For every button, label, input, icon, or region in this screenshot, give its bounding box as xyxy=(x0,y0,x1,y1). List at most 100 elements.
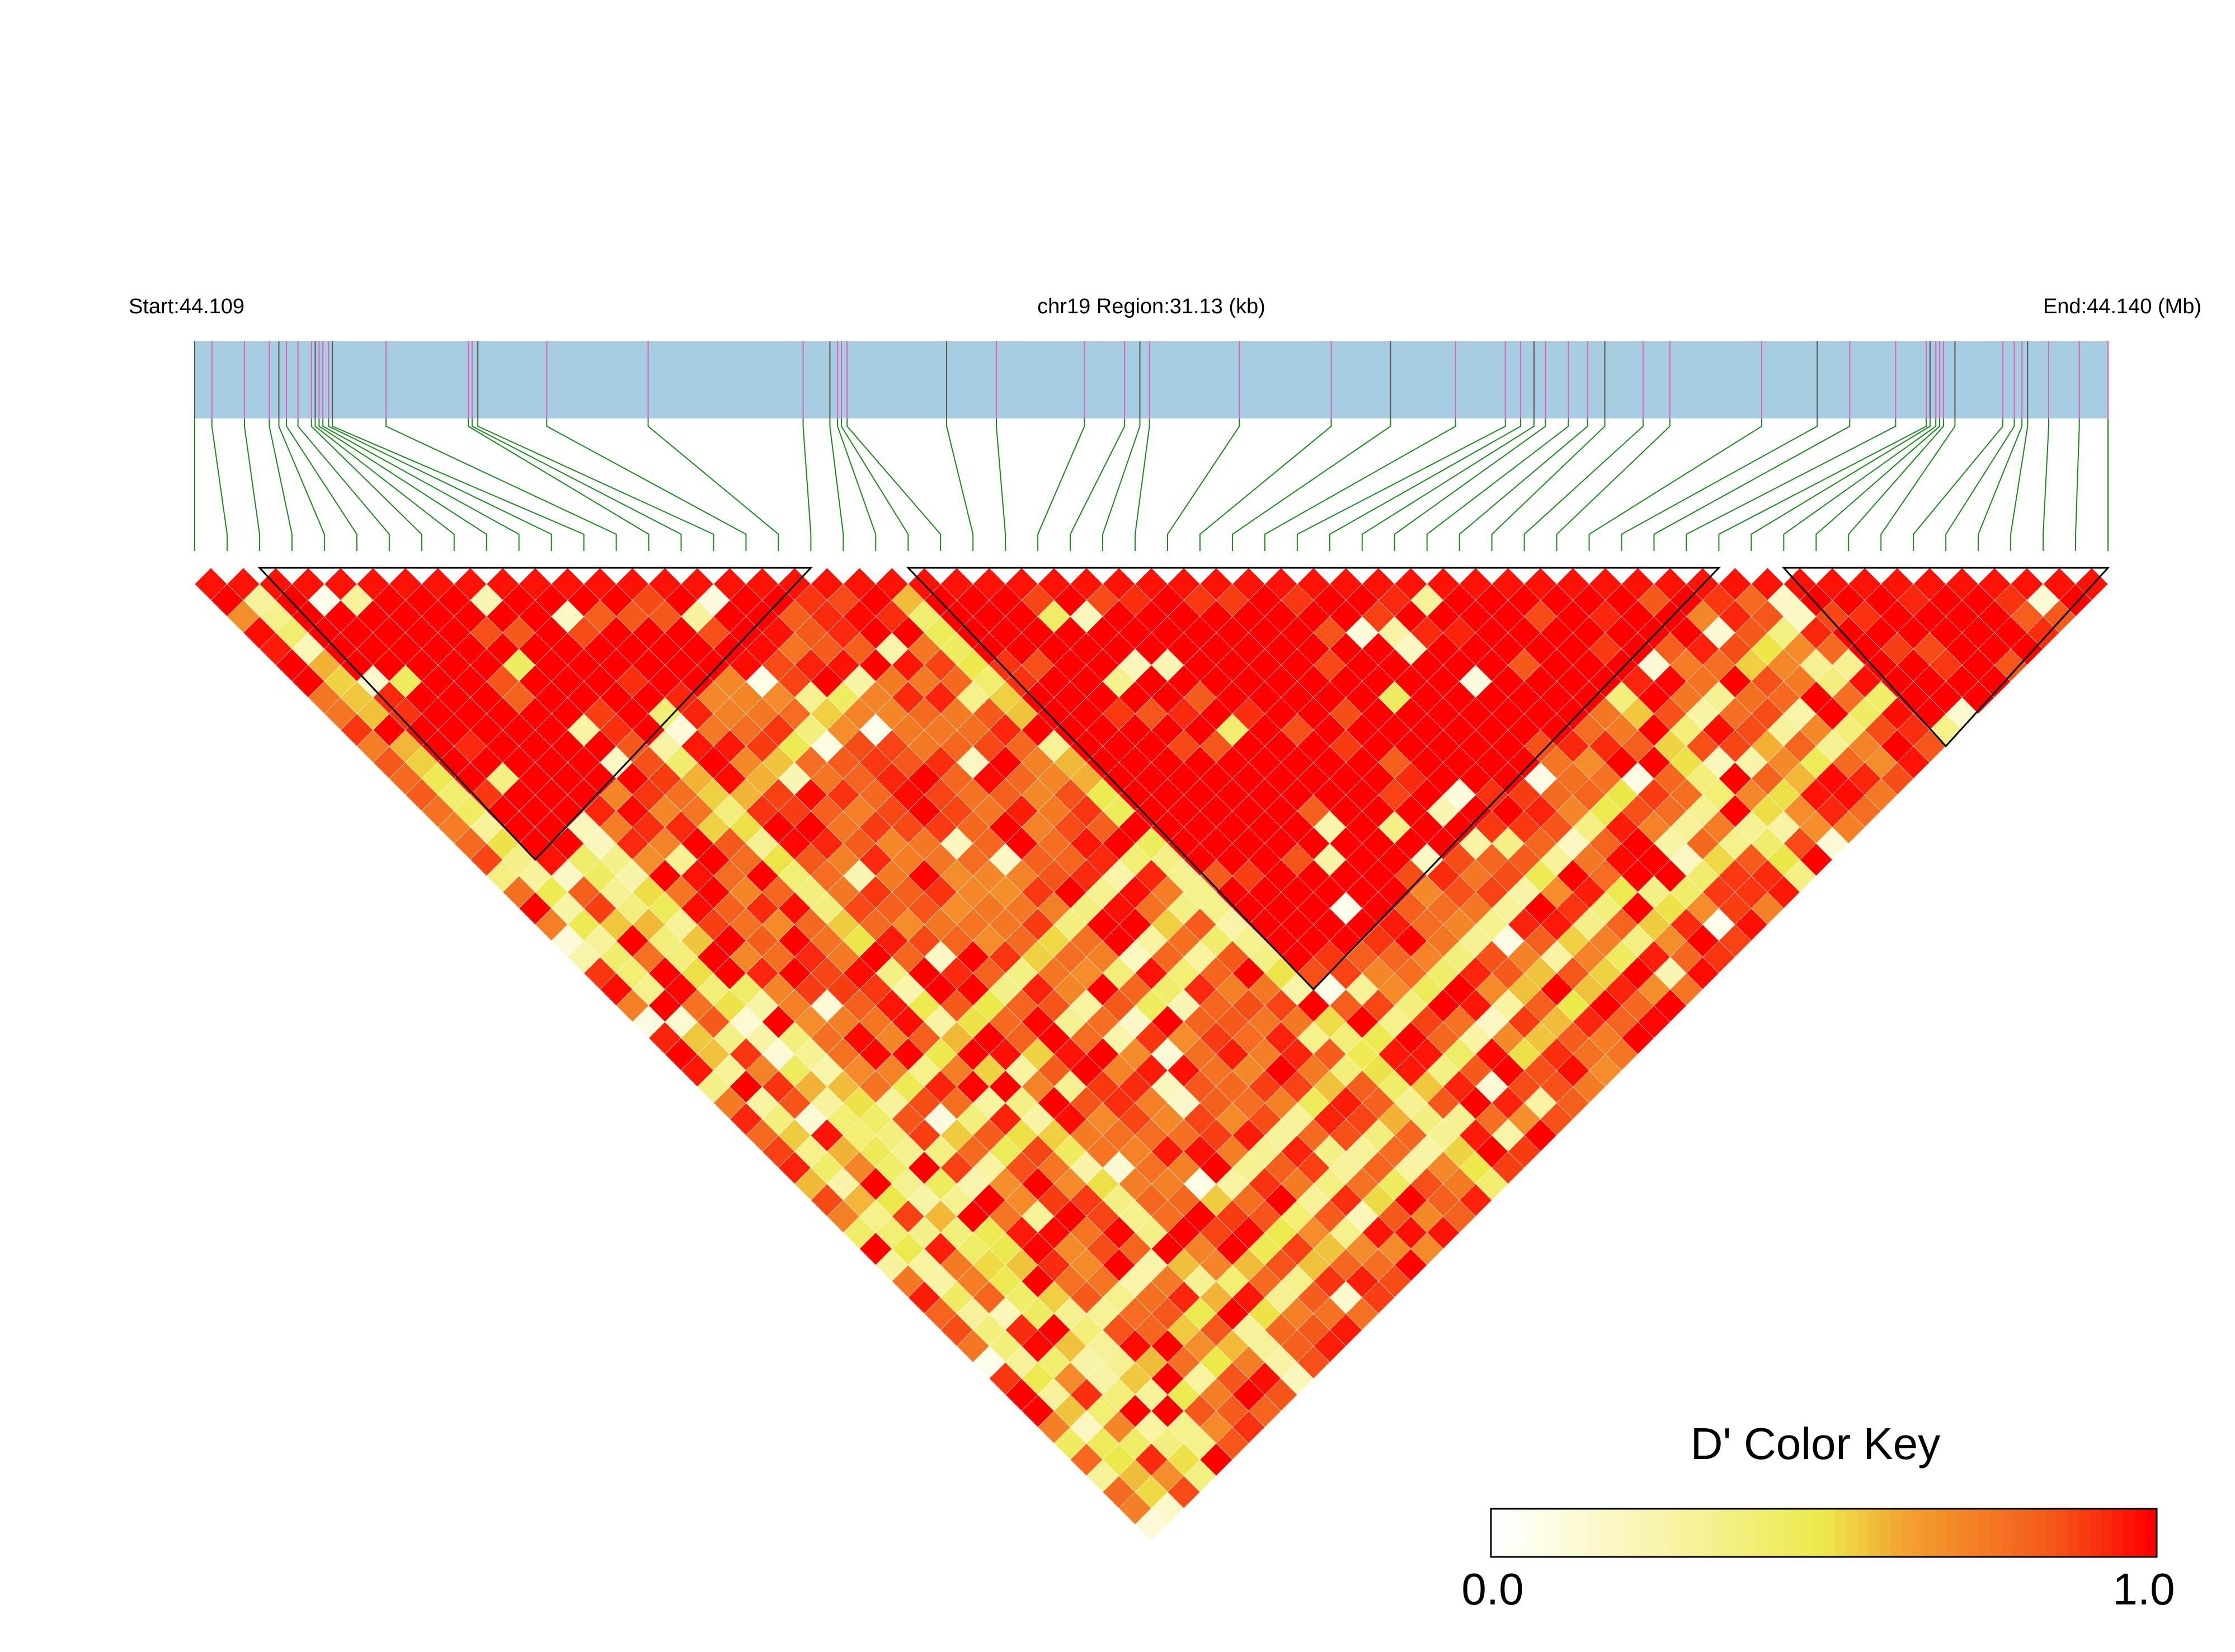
ld-cell xyxy=(1005,795,1038,827)
ld-cell xyxy=(1492,892,1524,925)
ld-cell xyxy=(973,795,1005,827)
ld-cell xyxy=(632,616,665,649)
ld-cell xyxy=(1411,1070,1443,1103)
ld-cell xyxy=(1460,568,1492,600)
ld-cell xyxy=(778,600,811,633)
ld-cell xyxy=(1573,746,1606,779)
ld-cell xyxy=(519,600,552,633)
ld-cell xyxy=(470,681,503,714)
ld-cell xyxy=(470,584,503,616)
ld-cell xyxy=(308,584,341,616)
ld-cell xyxy=(1751,795,1784,827)
ld-cell xyxy=(1978,665,2011,698)
ld-cell xyxy=(1978,600,2011,633)
ld-cell xyxy=(1005,1184,1038,1216)
ld-cell xyxy=(681,1054,714,1087)
ld-cell xyxy=(730,811,762,844)
ld-cell xyxy=(1395,925,1427,957)
ld-cell xyxy=(1249,1168,1281,1200)
ld-cell xyxy=(1265,860,1297,892)
legend-min-label: 0.0 xyxy=(1461,1564,1523,1614)
ld-cell xyxy=(794,681,827,714)
ld-cell xyxy=(827,1005,859,1038)
ld-cell xyxy=(1249,844,1281,876)
ld-cell xyxy=(827,649,859,681)
ld-cell xyxy=(827,1070,859,1103)
ld-cell xyxy=(1427,827,1460,860)
ld-cell xyxy=(1314,1297,1346,1330)
ld-cell xyxy=(1330,763,1362,795)
ld-cell xyxy=(1216,1297,1249,1330)
ld-cell xyxy=(1086,1070,1119,1103)
color-key-segment xyxy=(1868,1509,1880,1557)
ld-cell xyxy=(1119,1460,1151,1492)
ld-cell xyxy=(195,568,227,600)
ld-cell xyxy=(1427,633,1460,665)
ld-cell xyxy=(746,763,778,795)
ld-cell xyxy=(503,584,535,616)
ld-cell xyxy=(535,909,568,941)
ld-cell xyxy=(1524,698,1557,730)
ld-cell xyxy=(1103,1314,1135,1346)
ld-cell xyxy=(1232,1314,1265,1346)
ld-cell xyxy=(1086,1460,1119,1492)
color-key-segment xyxy=(1513,1509,1525,1557)
ld-cell xyxy=(1654,633,1687,665)
ld-cell xyxy=(1541,876,1573,909)
ld-cell xyxy=(713,1086,746,1119)
ld-cell xyxy=(341,714,373,746)
ld-cell xyxy=(1022,1038,1054,1071)
ld-cell xyxy=(1427,568,1460,600)
ld-cell xyxy=(1086,1395,1119,1427)
ld-cell xyxy=(1249,876,1281,909)
ld-cell xyxy=(1216,779,1249,811)
ld-cell xyxy=(730,1103,762,1135)
ld-cell xyxy=(1735,714,1767,746)
ld-cell xyxy=(665,973,698,1006)
ld-cell xyxy=(1460,827,1492,860)
ld-cell xyxy=(876,860,908,892)
ld-cell xyxy=(2043,568,2076,600)
ld-cell xyxy=(924,1232,957,1265)
ld-cell xyxy=(632,941,665,973)
color-key-segment xyxy=(2001,1509,2013,1557)
snp-connector xyxy=(278,418,325,551)
ld-cell xyxy=(1800,844,1832,876)
ld-cell xyxy=(1314,1200,1346,1232)
ld-cell xyxy=(957,1330,989,1362)
ld-cell xyxy=(1200,1184,1232,1216)
ld-cell xyxy=(1249,1005,1281,1038)
ld-cell xyxy=(1151,1168,1184,1200)
ld-cell xyxy=(681,827,714,860)
ld-cell xyxy=(1476,714,1508,746)
ld-cell xyxy=(1314,909,1346,941)
ld-cell xyxy=(2027,584,2059,616)
ld-cell xyxy=(1184,746,1216,779)
ld-cell xyxy=(1654,892,1687,925)
ld-cell xyxy=(892,779,924,811)
ld-cell xyxy=(1200,633,1232,665)
ld-cell xyxy=(1541,779,1573,811)
ld-cell xyxy=(1265,600,1297,633)
color-key-segment xyxy=(1701,1509,1714,1557)
ld-cell xyxy=(1443,909,1476,941)
ld-cell xyxy=(1330,860,1362,892)
ld-cell xyxy=(1881,665,1913,698)
color-key-segment xyxy=(1712,1509,1725,1557)
ld-cell xyxy=(1346,844,1378,876)
ld-cell xyxy=(1054,844,1086,876)
ld-cell xyxy=(1686,860,1719,892)
ld-cell xyxy=(1589,989,1622,1022)
ld-cell xyxy=(1184,1297,1216,1330)
ld-cell xyxy=(730,909,762,941)
ld-cell xyxy=(1719,633,1751,665)
ld-cell xyxy=(1654,827,1687,860)
ld-cell xyxy=(1524,1086,1557,1119)
ld-cell xyxy=(1427,1119,1460,1151)
ld-cell xyxy=(1038,1119,1070,1151)
ld-cell xyxy=(697,584,730,616)
ld-cell xyxy=(1168,698,1200,730)
ld-cell xyxy=(1557,600,1589,633)
ld-cell xyxy=(1297,1184,1330,1216)
ld-cell xyxy=(1362,698,1395,730)
